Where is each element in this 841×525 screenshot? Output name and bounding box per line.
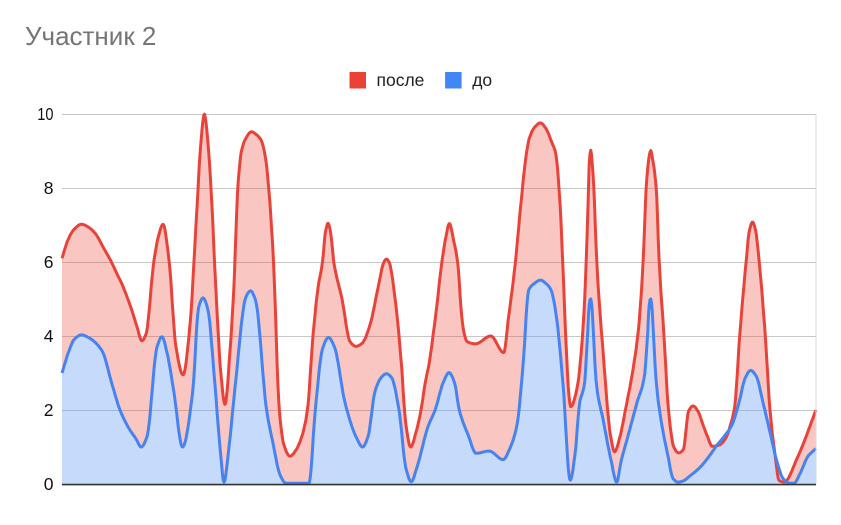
svg-text:6: 6 xyxy=(44,252,54,272)
svg-text:2: 2 xyxy=(44,400,54,420)
svg-text:0: 0 xyxy=(44,474,54,494)
svg-text:8: 8 xyxy=(44,178,54,198)
svg-text:10: 10 xyxy=(37,104,53,124)
svg-text:до: до xyxy=(472,70,492,90)
svg-text:после: после xyxy=(377,70,425,90)
svg-text:4: 4 xyxy=(44,326,54,346)
svg-text:Участник 2: Участник 2 xyxy=(25,21,156,51)
